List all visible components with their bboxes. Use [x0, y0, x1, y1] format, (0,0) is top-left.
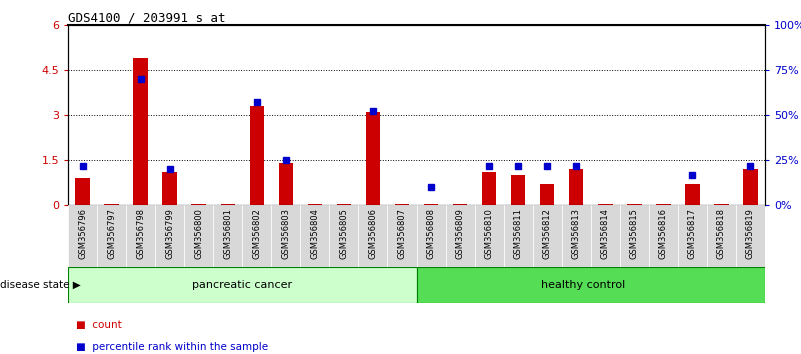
- Bar: [562, 205, 590, 267]
- Bar: [445, 205, 474, 267]
- Bar: [649, 205, 678, 267]
- Bar: [250, 106, 264, 205]
- Bar: [533, 205, 562, 267]
- Text: GSM356804: GSM356804: [311, 209, 320, 259]
- Bar: [242, 205, 272, 267]
- Bar: [97, 205, 127, 267]
- Text: GSM356802: GSM356802: [252, 209, 261, 259]
- Text: GSM356814: GSM356814: [601, 209, 610, 259]
- Text: GSM356807: GSM356807: [397, 209, 406, 259]
- Text: GSM356816: GSM356816: [659, 209, 668, 259]
- Text: GSM356806: GSM356806: [368, 209, 377, 259]
- Bar: [127, 205, 155, 267]
- Bar: [620, 205, 649, 267]
- Bar: [308, 204, 322, 205]
- Text: ■  count: ■ count: [76, 320, 122, 330]
- Bar: [482, 172, 497, 205]
- Bar: [598, 204, 613, 205]
- Text: GDS4100 / 203991_s_at: GDS4100 / 203991_s_at: [68, 11, 226, 24]
- Bar: [453, 204, 467, 205]
- Text: GSM356796: GSM356796: [78, 209, 87, 259]
- Bar: [359, 205, 388, 267]
- Bar: [279, 163, 293, 205]
- Bar: [75, 178, 90, 205]
- Bar: [590, 205, 620, 267]
- Bar: [220, 204, 235, 205]
- Bar: [706, 205, 736, 267]
- Bar: [511, 175, 525, 205]
- Text: disease state ▶: disease state ▶: [0, 280, 81, 290]
- Text: GSM356811: GSM356811: [513, 209, 522, 259]
- Bar: [134, 58, 148, 205]
- Text: GSM356818: GSM356818: [717, 209, 726, 259]
- Text: GSM356801: GSM356801: [223, 209, 232, 259]
- Bar: [678, 205, 706, 267]
- Text: GSM356799: GSM356799: [165, 209, 174, 259]
- Bar: [540, 184, 554, 205]
- Bar: [184, 205, 213, 267]
- Bar: [388, 205, 417, 267]
- Bar: [714, 204, 729, 205]
- Bar: [504, 205, 533, 267]
- Text: GSM356805: GSM356805: [340, 209, 348, 259]
- Bar: [213, 205, 242, 267]
- Bar: [736, 205, 765, 267]
- Bar: [417, 267, 765, 303]
- Bar: [627, 204, 642, 205]
- Text: GSM356813: GSM356813: [572, 209, 581, 259]
- Text: GSM356809: GSM356809: [456, 209, 465, 259]
- Bar: [656, 204, 670, 205]
- Bar: [68, 267, 417, 303]
- Text: healthy control: healthy control: [541, 280, 626, 290]
- Bar: [366, 112, 380, 205]
- Bar: [336, 204, 351, 205]
- Bar: [569, 169, 583, 205]
- Text: GSM356810: GSM356810: [485, 209, 493, 259]
- Text: GSM356803: GSM356803: [281, 209, 290, 259]
- Bar: [104, 204, 119, 205]
- Bar: [424, 204, 438, 205]
- Text: GSM356798: GSM356798: [136, 209, 145, 259]
- Text: GSM356800: GSM356800: [195, 209, 203, 259]
- Bar: [68, 205, 97, 267]
- Bar: [329, 205, 359, 267]
- Bar: [155, 205, 184, 267]
- Text: pancreatic cancer: pancreatic cancer: [192, 280, 292, 290]
- Text: GSM356812: GSM356812: [543, 209, 552, 259]
- Bar: [395, 204, 409, 205]
- Bar: [300, 205, 329, 267]
- Bar: [272, 205, 300, 267]
- Bar: [743, 169, 758, 205]
- Bar: [191, 204, 206, 205]
- Text: ■  percentile rank within the sample: ■ percentile rank within the sample: [76, 342, 268, 352]
- Text: GSM356817: GSM356817: [688, 209, 697, 259]
- Bar: [417, 205, 445, 267]
- Text: GSM356797: GSM356797: [107, 209, 116, 259]
- Bar: [474, 205, 504, 267]
- Text: GSM356808: GSM356808: [427, 209, 436, 259]
- Bar: [685, 184, 699, 205]
- Text: GSM356819: GSM356819: [746, 209, 755, 259]
- Text: GSM356815: GSM356815: [630, 209, 638, 259]
- Bar: [163, 172, 177, 205]
